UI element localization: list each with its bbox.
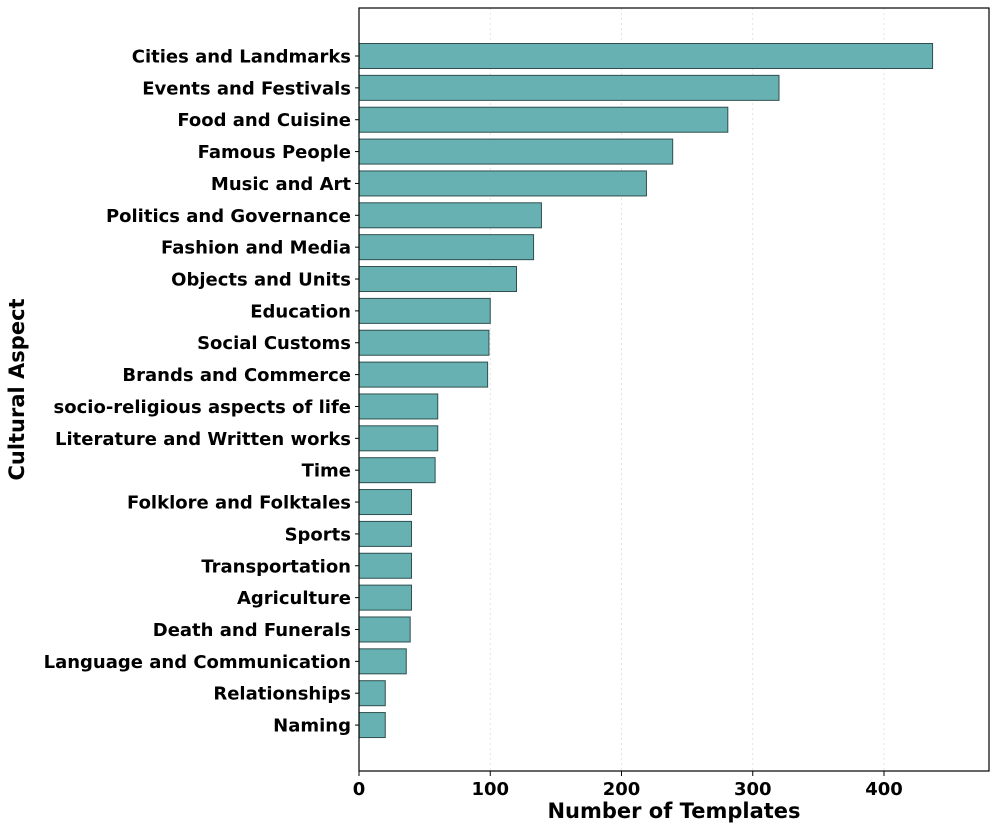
category-label-5: Politics and Governance [106,206,351,227]
category-label-13: Time [302,461,351,482]
category-label-8: Education [250,301,351,322]
bar-2 [358,106,729,133]
x-ticks: 0 100 200 300 400 [353,771,903,800]
bar-1 [358,74,780,101]
bar-19 [358,648,407,675]
bar-9 [358,329,490,356]
category-label-1: Events and Festivals [142,78,351,99]
bar-3 [358,138,674,165]
bar-6 [358,234,535,261]
category-label-7: Objects and Units [171,270,351,291]
category-label-19: Language and Communication [44,652,351,673]
x-axis-title: Number of Templates [547,799,800,823]
bar-14 [358,489,412,516]
category-label-20: Relationships [213,684,351,705]
category-label-10: Brands and Commerce [122,365,351,386]
bar-13 [358,457,436,484]
bar-12 [358,425,439,452]
category-label-14: Folklore and Folktales [127,493,351,514]
bar-7 [358,266,517,293]
bar-4 [358,170,647,197]
category-label-2: Food and Cuisine [177,110,351,131]
category-label-15: Sports [285,524,351,545]
category-label-16: Transportation [201,556,351,577]
category-label-0: Cities and Landmarks [132,47,351,68]
category-label-9: Social Customs [197,333,351,354]
bar-17 [358,584,412,611]
category-label-18: Death and Funerals [153,620,351,641]
bar-5 [358,202,542,229]
category-label-6: Fashion and Media [161,238,351,259]
bars [358,43,934,739]
x-tick-label-0: 0 [353,779,366,800]
category-label-21: Naming [273,716,351,737]
category-label-4: Music and Art [211,174,351,195]
y-axis-title: Cultural Aspect [5,298,29,480]
x-tick-label-1: 100 [471,779,509,800]
bar-15 [358,520,412,547]
bar-16 [358,552,412,579]
category-label-12: Literature and Written works [55,429,351,450]
bar-8 [358,297,491,324]
x-tick-label-2: 200 [603,779,641,800]
bar-10 [358,361,489,388]
bar-21 [358,712,386,739]
x-tick-label-4: 400 [865,779,903,800]
x-tick-label-3: 300 [734,779,772,800]
bar-11 [358,393,439,420]
category-labels: Cities and Landmarks Events and Festivals… [44,47,359,737]
plot-frame [358,7,990,772]
bar-0 [358,43,934,69]
category-label-11: socio-religious aspects of life [54,397,351,418]
bar-18 [358,616,411,643]
category-label-17: Agriculture [237,588,351,609]
category-label-3: Famous People [198,142,351,163]
bar-20 [358,680,386,707]
